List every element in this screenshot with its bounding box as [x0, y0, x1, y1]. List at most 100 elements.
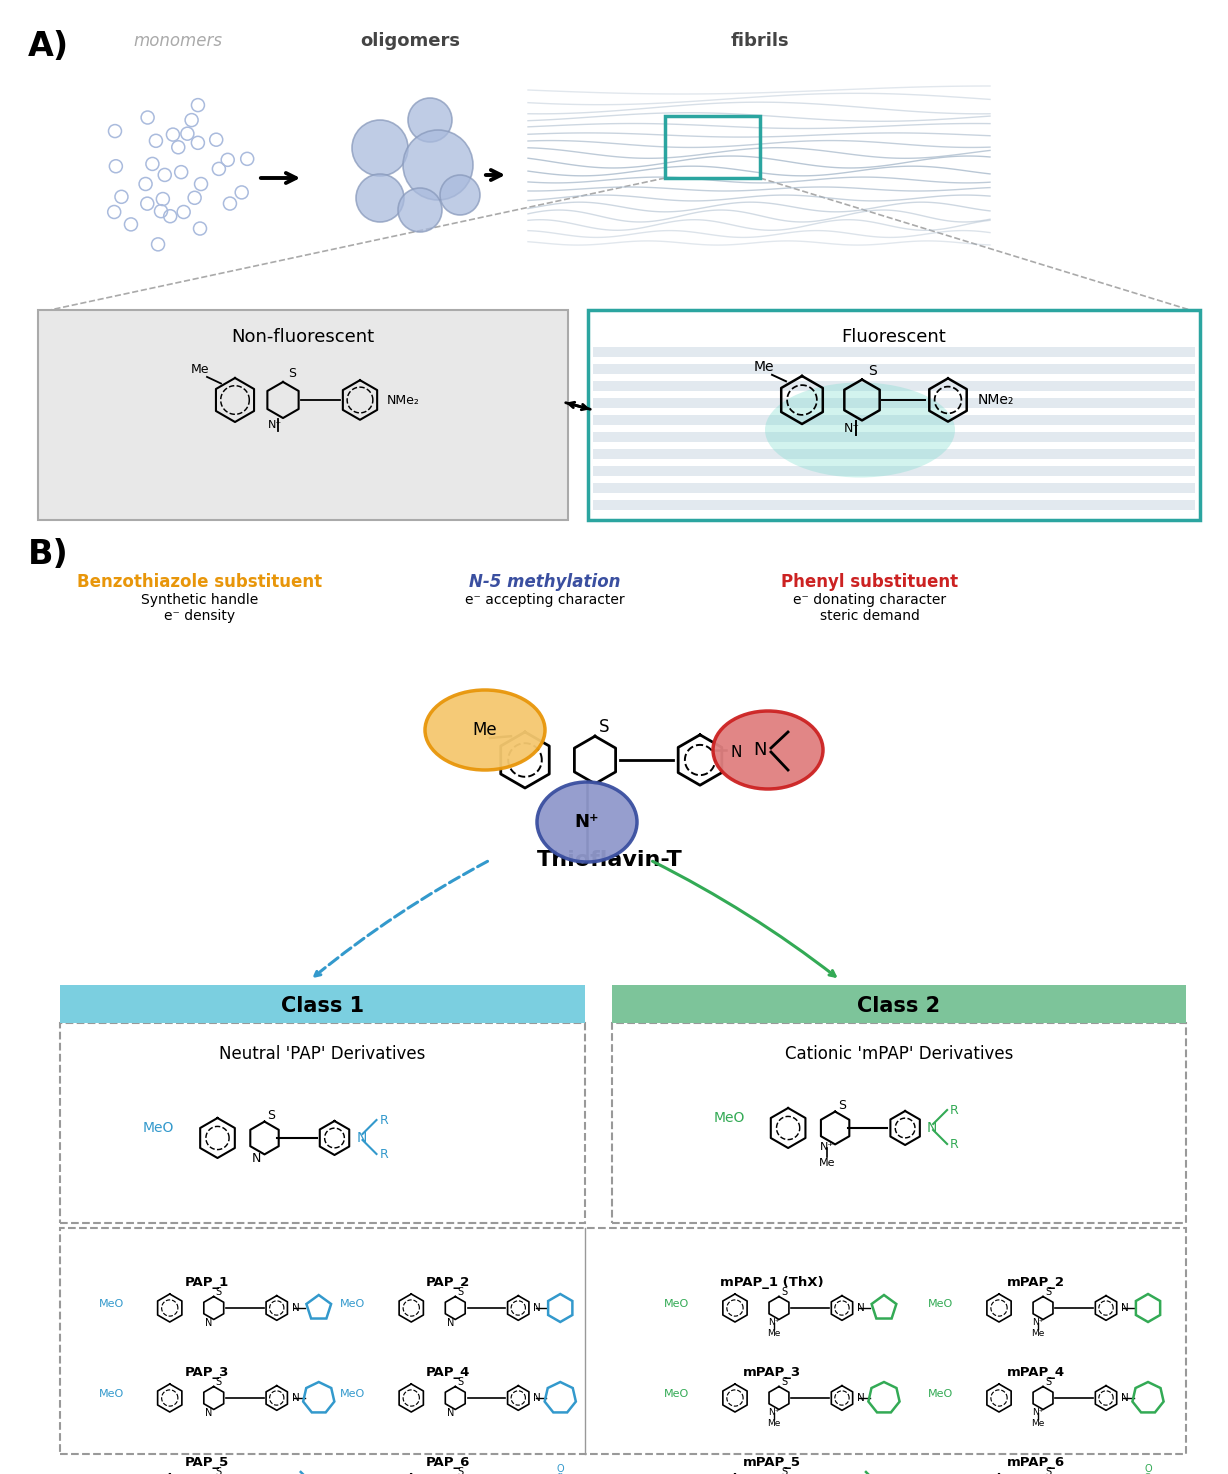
Text: NMe₂: NMe₂ — [387, 394, 420, 407]
Circle shape — [403, 130, 473, 200]
Bar — [593, 346, 1195, 357]
Text: O: O — [556, 1464, 564, 1474]
Circle shape — [356, 174, 404, 223]
Circle shape — [440, 175, 480, 215]
Text: MeO: MeO — [928, 1389, 953, 1399]
Text: R: R — [379, 1147, 388, 1160]
Bar — [38, 310, 569, 520]
Text: monomers: monomers — [134, 32, 222, 50]
Circle shape — [408, 97, 452, 142]
Text: PAP_1: PAP_1 — [184, 1276, 228, 1290]
Bar — [612, 985, 1186, 1023]
Text: R: R — [379, 1113, 388, 1126]
Text: N: N — [753, 741, 766, 759]
Text: mPAP_2: mPAP_2 — [1007, 1276, 1065, 1290]
Text: MeO: MeO — [98, 1389, 124, 1399]
Text: N: N — [927, 1122, 937, 1135]
Text: Me: Me — [754, 360, 774, 373]
Text: Cationic 'mPAP' Derivatives: Cationic 'mPAP' Derivatives — [785, 1045, 1013, 1063]
Text: R: R — [950, 1104, 959, 1116]
Circle shape — [352, 119, 408, 175]
Text: N: N — [1121, 1303, 1129, 1313]
Text: Me: Me — [768, 1330, 781, 1338]
Text: N⁺: N⁺ — [1033, 1318, 1044, 1327]
Text: mPAP_6: mPAP_6 — [1007, 1456, 1065, 1470]
Text: Me: Me — [768, 1419, 781, 1428]
Bar — [60, 1228, 1186, 1453]
Bar — [593, 500, 1195, 510]
Text: Me: Me — [473, 721, 497, 738]
Bar — [593, 416, 1195, 425]
Text: e⁻ donating character: e⁻ donating character — [793, 593, 947, 607]
Ellipse shape — [537, 783, 637, 862]
Text: N-5 methylation: N-5 methylation — [469, 573, 620, 591]
Bar — [593, 466, 1195, 476]
Text: Synthetic handle: Synthetic handle — [141, 593, 259, 607]
Bar — [593, 398, 1195, 408]
Text: S: S — [781, 1287, 787, 1297]
Ellipse shape — [425, 690, 545, 769]
Circle shape — [398, 189, 442, 231]
Text: S: S — [289, 367, 296, 380]
Text: PAP_4: PAP_4 — [426, 1366, 470, 1380]
Text: PAP_6: PAP_6 — [426, 1456, 470, 1470]
Text: N: N — [291, 1303, 300, 1313]
Text: MeO: MeO — [663, 1389, 689, 1399]
Text: S: S — [839, 1098, 846, 1111]
Ellipse shape — [713, 710, 823, 789]
Text: oligomers: oligomers — [360, 32, 460, 50]
Text: N: N — [447, 1318, 454, 1328]
Text: N: N — [1121, 1393, 1129, 1403]
Bar — [612, 1023, 1186, 1223]
Bar — [593, 380, 1195, 391]
Text: N: N — [252, 1153, 262, 1164]
Text: PAP_2: PAP_2 — [426, 1276, 470, 1290]
Text: Fluorescent: Fluorescent — [841, 329, 947, 346]
Text: MeO: MeO — [713, 1111, 745, 1125]
Text: Phenyl substituent: Phenyl substituent — [781, 573, 959, 591]
Text: MeO: MeO — [340, 1389, 365, 1399]
Text: MeO: MeO — [144, 1122, 174, 1135]
Text: S: S — [599, 718, 609, 736]
Text: S: S — [216, 1377, 222, 1387]
Bar — [588, 310, 1200, 520]
Text: O: O — [1144, 1464, 1152, 1474]
Text: N: N — [205, 1318, 212, 1328]
Bar — [666, 116, 760, 178]
Text: Class 1: Class 1 — [281, 996, 363, 1016]
Text: N⁺: N⁺ — [820, 1142, 834, 1153]
Text: MeO: MeO — [98, 1299, 124, 1309]
Text: S: S — [1045, 1377, 1051, 1387]
Text: N⁺: N⁺ — [769, 1408, 780, 1417]
Text: N⁺: N⁺ — [1033, 1408, 1044, 1417]
Text: N: N — [533, 1393, 540, 1403]
Text: N: N — [857, 1303, 865, 1313]
Text: S: S — [868, 364, 877, 379]
Text: e⁻ density: e⁻ density — [165, 609, 236, 624]
Text: S: S — [1045, 1287, 1051, 1297]
Text: fibrils: fibrils — [731, 32, 790, 50]
Bar — [60, 1023, 585, 1223]
Text: N: N — [857, 1393, 865, 1403]
Bar — [593, 364, 1195, 374]
Text: N: N — [356, 1131, 367, 1145]
Bar — [593, 483, 1195, 492]
Text: mPAP_1 (ThX): mPAP_1 (ThX) — [720, 1276, 824, 1290]
Text: PAP_3: PAP_3 — [184, 1366, 228, 1380]
Text: N: N — [205, 1408, 212, 1418]
Text: Me: Me — [190, 363, 209, 376]
Text: MeO: MeO — [340, 1299, 365, 1309]
Text: N: N — [291, 1393, 300, 1403]
Text: MeO: MeO — [928, 1299, 953, 1309]
Text: N: N — [447, 1408, 454, 1418]
Text: NMe₂: NMe₂ — [977, 394, 1014, 407]
Text: Me: Me — [819, 1159, 835, 1167]
Text: Me: Me — [1032, 1419, 1045, 1428]
Text: Benzothiazole substituent: Benzothiazole substituent — [77, 573, 323, 591]
Text: Me: Me — [1032, 1330, 1045, 1338]
Text: Thioflavin-T: Thioflavin-T — [537, 850, 683, 870]
Text: S: S — [1045, 1467, 1051, 1474]
Text: S: S — [216, 1287, 222, 1297]
Text: N⁺: N⁺ — [769, 1318, 780, 1327]
Text: S: S — [457, 1377, 463, 1387]
